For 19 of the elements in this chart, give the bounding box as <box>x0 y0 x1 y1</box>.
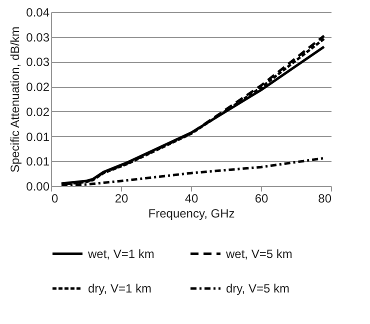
y-tick-label: 0.02 <box>26 104 50 119</box>
y-tick-label: 0.03 <box>26 30 50 44</box>
x-tick-label: 80 <box>318 192 332 206</box>
y-tick-label: 0.02 <box>26 80 50 94</box>
y-tick-label: 0.01 <box>26 130 50 144</box>
x-tick-label: 40 <box>184 192 198 206</box>
legend-label: dry, V=1 km <box>88 282 152 296</box>
y-axis-title: Specific Attenuation, dB/km <box>8 26 22 173</box>
y-tick-label: 0.04 <box>26 6 50 20</box>
x-tick-label: 20 <box>114 192 128 206</box>
legend-label: wet, V=5 km <box>225 246 292 261</box>
x-tick-label: 60 <box>254 192 268 206</box>
x-tick-label: 0 <box>52 192 58 206</box>
y-tick-label: 0.00 <box>26 180 50 194</box>
legend-label: dry, V=5 km <box>226 282 290 296</box>
y-tick-label: 0.03 <box>26 55 50 70</box>
legend-label: wet, V=1 km <box>87 246 154 261</box>
x-axis-title: Frequency, GHz <box>148 206 235 220</box>
y-tick-label: 0.01 <box>26 154 50 169</box>
